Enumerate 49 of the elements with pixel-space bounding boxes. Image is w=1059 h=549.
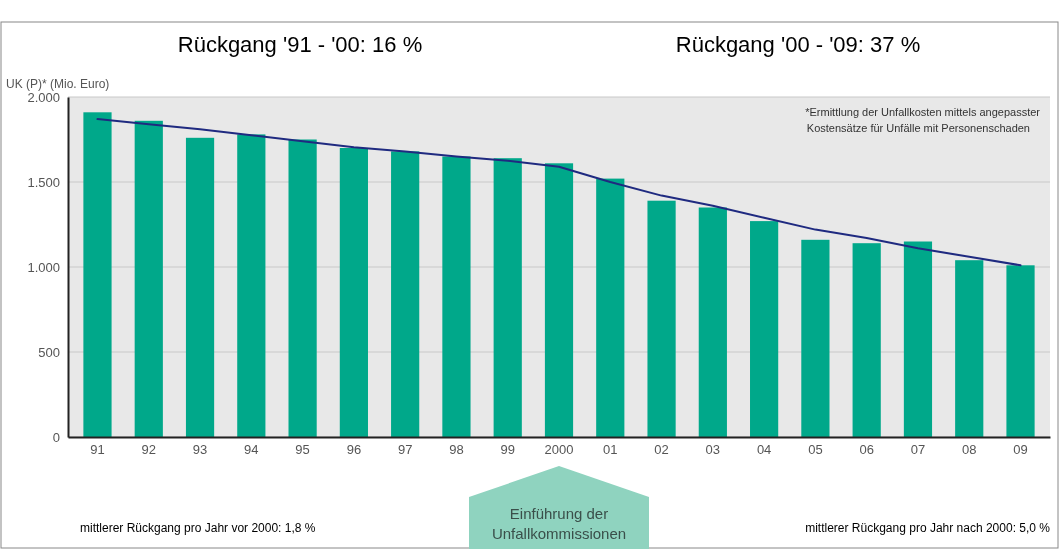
bar (493, 158, 522, 437)
y-axis-title: UK (P)* (Mio. Euro) (6, 77, 110, 91)
y-tick-label: 1.000 (27, 259, 60, 275)
bar (185, 137, 215, 437)
text: mittlerer Rückgang pro Jahr nach 2000: 5,0 % (805, 521, 1051, 535)
bar (903, 241, 933, 437)
bar (750, 221, 779, 437)
text: Rückgang '91 - '00: 16 % (177, 32, 423, 57)
bar (339, 148, 368, 437)
x-tick-label: 09 (1013, 442, 1028, 458)
bar (596, 178, 625, 437)
x-tick-label: 06 (859, 442, 874, 458)
x-tick-label: 95 (295, 442, 310, 458)
annotation: *Ermittlung der Unfallkosten mittels angepasster Kostensätze für Unfälle mit Personenschaden (805, 106, 1041, 134)
bar (237, 134, 266, 437)
x-tick-label: 08 (962, 442, 977, 458)
x-tick-label: 97 (397, 442, 413, 458)
x-tick-label: 92 (141, 442, 156, 458)
x-tick-label: 93 (192, 442, 208, 458)
text: Rückgang '00 - '09: 37 % (675, 32, 921, 57)
x-tick-label: 96 (346, 442, 362, 458)
bar (442, 156, 471, 437)
bar (647, 200, 676, 437)
bar (288, 139, 317, 437)
x-tick-label: 04 (756, 442, 772, 458)
x-tick-label: 01 (603, 442, 618, 458)
bar (1006, 265, 1035, 437)
bar (391, 151, 420, 437)
text: Einführung der Unfallkommissionen (491, 505, 627, 542)
x-tick-label: 05 (808, 442, 823, 458)
bar (955, 260, 984, 437)
bar (544, 163, 574, 437)
bar (83, 112, 112, 437)
x-tick-label: 98 (449, 442, 464, 458)
bar (852, 243, 881, 437)
bar (801, 239, 830, 437)
bar (134, 120, 163, 437)
x-tick-label: 07 (910, 442, 926, 458)
x-tick-label: 94 (244, 442, 259, 458)
y-tick-label: 0 (52, 429, 60, 445)
x-tick-label: 03 (705, 442, 721, 458)
x-tick-label: 02 (654, 442, 669, 458)
y-tick-label: 1.500 (27, 174, 60, 190)
x-tick-label: 99 (500, 442, 515, 458)
x-tick-label: 91 (90, 442, 105, 458)
y-tick-label: 500 (38, 344, 60, 360)
text: mittlerer Rückgang pro Jahr vor 2000: 1,8 % (80, 521, 316, 535)
bar (698, 207, 727, 437)
x-tick-label: 2000 (544, 442, 574, 458)
